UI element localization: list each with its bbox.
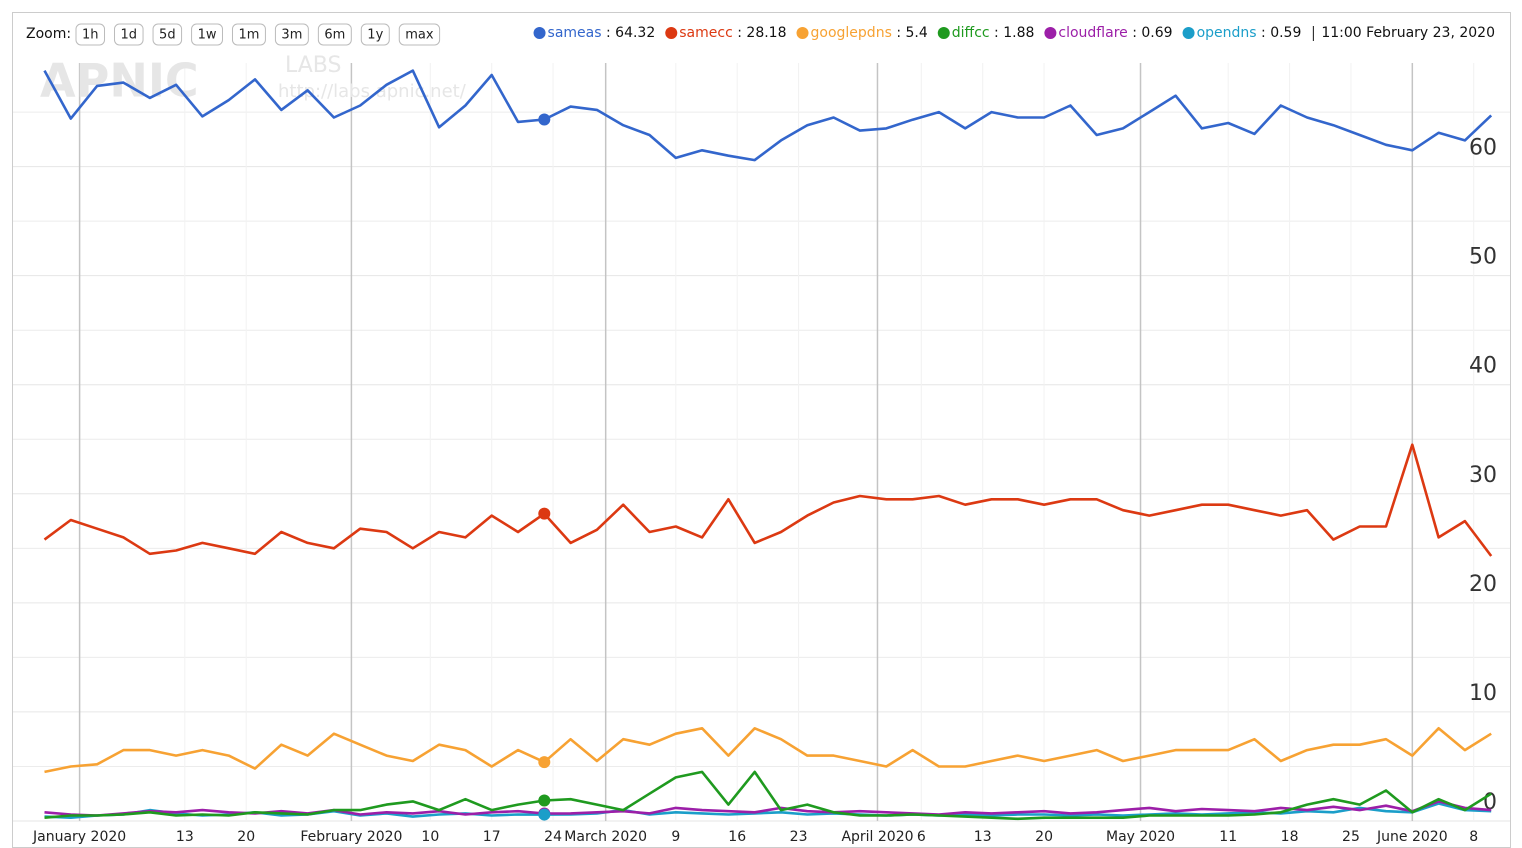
x-tick-label: 10 — [421, 829, 439, 845]
legend-separator: : — [1257, 25, 1271, 41]
x-tick-label: 24 — [544, 829, 562, 845]
highlight-point — [538, 756, 551, 769]
zoom-button[interactable]: 3m — [274, 23, 309, 46]
zoom-button[interactable]: 1d — [114, 23, 144, 46]
x-tick-label: May 2020 — [1106, 829, 1175, 845]
x-tick-label: April 2020 — [841, 829, 913, 845]
legend-separator: : — [602, 25, 616, 41]
legend-value: 64.32 — [615, 25, 655, 41]
highlight-label: 11:00 February 23, 2020 — [1321, 25, 1495, 41]
legend-marker — [937, 27, 950, 39]
x-tick-label: 25 — [1342, 829, 1360, 845]
legend-separator: : — [733, 25, 747, 41]
zoom-button-box — [398, 23, 441, 46]
x-tick-label: 16 — [728, 829, 746, 845]
legend-label: opendns — [1197, 25, 1257, 41]
legend-label: cloudflare — [1058, 25, 1127, 41]
series-line — [44, 727, 1492, 774]
zoom-button-label[interactable]: 5d — [159, 28, 176, 43]
legend-separator: : — [892, 25, 906, 41]
legend-label: diffcc — [952, 25, 990, 41]
zoom-button[interactable]: 1m — [231, 23, 266, 46]
zoom-label: Zoom: — [26, 26, 71, 42]
zoom-button[interactable]: 5d — [152, 23, 183, 46]
highlight-point — [538, 808, 551, 821]
legend: sameas : 64.32 samecc : 28.18 googlepdns :… — [533, 25, 1495, 41]
x-tick-label: 13 — [176, 829, 194, 845]
y-tick-label: 20 — [1469, 572, 1497, 597]
x-tick-label: 23 — [790, 829, 808, 845]
chart-frame — [12, 12, 1511, 848]
watermark-labs: LABS — [285, 53, 341, 78]
zoom-button-label[interactable]: 6m — [324, 28, 345, 43]
zoom-button-box — [274, 23, 309, 46]
x-tick-label: 20 — [237, 829, 255, 845]
series-line — [44, 770, 1492, 821]
zoom-button-box — [191, 23, 223, 46]
zoom-button-box — [75, 23, 106, 46]
series-line — [43, 69, 1493, 162]
legend-marker — [533, 27, 546, 39]
y-tick-label: 50 — [1469, 245, 1497, 270]
x-tick-label: 20 — [1035, 829, 1053, 845]
zoom-button[interactable]: max — [398, 23, 441, 46]
legend-label: googlepdns — [811, 25, 892, 41]
zoom-button-label[interactable]: 3m — [281, 28, 302, 43]
zoom-button-label[interactable]: max — [405, 28, 434, 43]
x-tick-label: January 2020 — [32, 829, 126, 845]
zoom-button-label[interactable]: 1h — [82, 28, 99, 43]
zoom-button[interactable]: 1h — [75, 23, 106, 46]
legend-label: sameas — [548, 25, 602, 41]
y-tick-label: 60 — [1469, 136, 1497, 161]
zoom-button-box — [114, 23, 144, 46]
x-tick-label: 18 — [1281, 829, 1299, 845]
legend-value: 1.88 — [1003, 25, 1034, 41]
x-tick-label: 13 — [974, 829, 992, 845]
legend-label: samecc — [679, 25, 733, 41]
legend-value: 0.69 — [1141, 25, 1172, 41]
x-tick-label: February 2020 — [300, 829, 402, 845]
legend-value: 0.59 — [1270, 25, 1301, 41]
x-tick-label: 11 — [1219, 829, 1237, 845]
legend-marker — [665, 27, 678, 39]
series-line — [43, 443, 1493, 557]
zoom-button[interactable]: 6m — [317, 23, 352, 46]
y-tick-label: 40 — [1469, 354, 1497, 379]
y-tick-label: 30 — [1469, 463, 1497, 488]
zoom-button-label[interactable]: 1d — [121, 28, 138, 43]
zoom-button-label[interactable]: 1w — [198, 28, 217, 43]
legend-separator: : — [990, 25, 1004, 41]
x-tick-label: March 2020 — [564, 829, 647, 845]
legend-marker — [796, 27, 809, 39]
highlight-point — [538, 113, 551, 126]
x-tick-label: June 2020 — [1376, 829, 1448, 845]
legend-value: 28.18 — [746, 25, 786, 41]
legend-marker — [1182, 27, 1195, 39]
zoom-button-box — [317, 23, 352, 46]
x-tick-label: 8 — [1469, 829, 1478, 845]
zoom-button-box — [231, 23, 266, 46]
watermark-logo: APNIC — [40, 54, 199, 108]
series-line — [44, 802, 1492, 819]
zoom-button-label[interactable]: 1m — [238, 28, 259, 43]
legend-value: 5.4 — [906, 25, 928, 41]
zoom-button-box — [152, 23, 183, 46]
series-line — [44, 800, 1492, 817]
legend-marker — [1044, 27, 1057, 39]
highlight-point — [538, 794, 551, 807]
zoom-button-label[interactable]: 1y — [367, 28, 383, 43]
x-tick-label: 9 — [671, 829, 680, 845]
highlight-point — [538, 507, 551, 520]
zoom-button[interactable]: 1y — [360, 23, 390, 46]
zoom-button-box — [360, 23, 390, 46]
legend-separator: : — [1128, 25, 1142, 41]
x-tick-label: 17 — [483, 829, 501, 845]
zoom-button[interactable]: 1w — [191, 23, 223, 46]
y-tick-label: 10 — [1469, 681, 1497, 706]
x-tick-label: 6 — [917, 829, 926, 845]
